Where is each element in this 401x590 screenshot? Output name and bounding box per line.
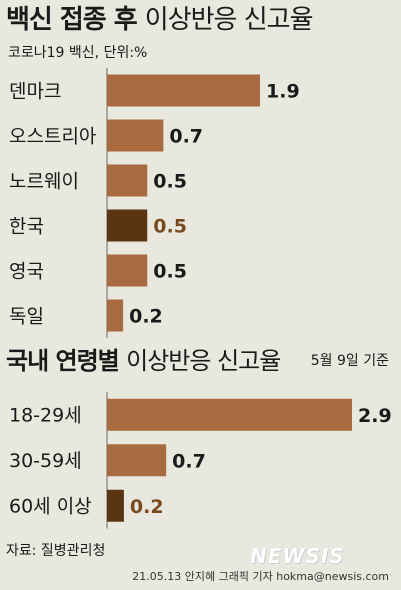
bar-오스트리아 [107,119,164,152]
bar-한국 [107,209,148,242]
category-label: 60세 이상 [9,496,92,518]
section-title-main: 국내 연령별 [6,347,120,375]
category-label: 오스트리아 [9,125,96,147]
chart-title-suffix: 이상반응 신고율 [144,5,314,35]
value-label: 0.2 [130,496,164,518]
section-title: 국내 연령별 이상반응 신고율 [6,344,281,378]
chart-title: 백신 접종 후 이상반응 신고율 [6,2,313,38]
bar-노르웨이 [107,164,148,197]
category-label: 영국 [9,260,44,282]
value-label: 0.2 [129,306,163,328]
source-note: 자료: 질병관리청 [6,543,106,559]
value-label: 0.5 [153,171,187,193]
chart-subtitle: 코로나19 백신, 단위:% [8,45,148,61]
bar-영국 [107,254,148,287]
category-label: 한국 [9,215,44,237]
value-label: 0.7 [169,126,203,148]
credit-line: 21.05.13 안지혜 그래픽 기자 hokma@newsis.com [132,570,389,583]
bar-60세 이상 [107,489,124,522]
section-title-suffix: 이상반응 신고율 [126,347,281,375]
value-label: 1.9 [266,81,300,103]
category-label: 30-59세 [9,450,82,472]
value-label: 0.5 [153,261,187,283]
category-label: 독일 [9,305,44,327]
bar-독일 [107,299,124,332]
value-label: 2.9 [358,405,392,427]
category-label: 18-29세 [9,405,82,427]
newsis-logo: NEWSIS [250,544,345,568]
age-bar-chart: 18-29세 2.9 30-59세 0.7 60세 이상 0.2 [9,392,392,529]
value-label: 0.5 [153,216,187,238]
bar-덴마크 [107,74,260,107]
bar-18-29세 [107,398,352,431]
section-date: 5월 9일 기준 [310,353,389,369]
value-label: 0.7 [172,450,206,472]
bar-30-59세 [107,444,167,477]
category-label: 덴마크 [9,80,61,102]
category-label: 노르웨이 [9,170,79,192]
country-bar-chart: 덴마크 1.9 오스트리아 0.7 노르웨이 0.5 한국 0.5 영국 0.5 독일 0.2 [9,68,300,338]
chart-title-main: 백신 접종 후 [6,5,138,35]
